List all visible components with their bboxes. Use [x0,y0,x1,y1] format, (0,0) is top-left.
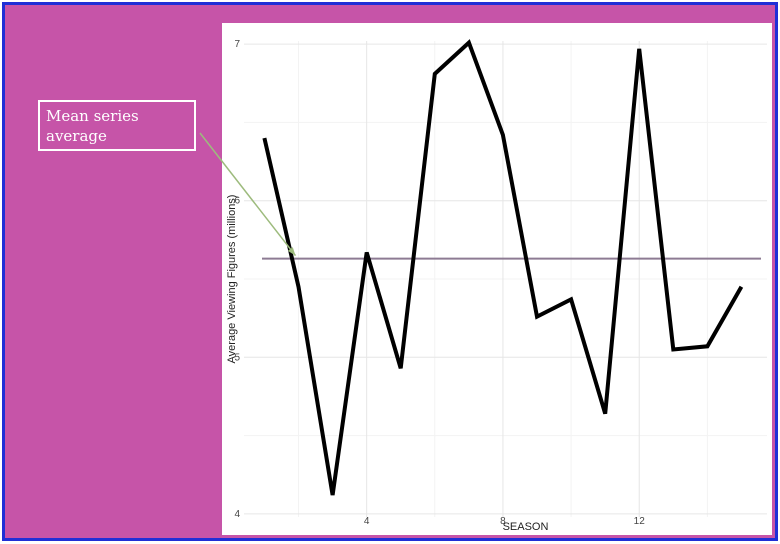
plot-panel: 4 5 6 7 4 8 12 SEASON Average Viewing Figures (m… [222,23,772,535]
x-tick-label: 12 [634,516,646,527]
mean-callout-box: Mean series average [38,100,196,151]
y-tick-label: 5 [234,352,240,363]
line-chart: 4 5 6 7 4 8 12 SEASON Average Viewing Figures (m… [226,39,767,533]
callout-line-2: average [46,127,107,145]
y-tick-label: 7 [234,39,240,50]
callout-line-1: Mean series [46,107,139,125]
y-axis-title: Average Viewing Figures (millions) [226,195,238,364]
callout-arrow [199,132,297,257]
series-line [262,39,744,496]
x-tick-label: 8 [500,516,506,527]
x-tick-label: 4 [364,516,370,527]
arrow-shaft [199,132,297,257]
y-tick-label: 6 [234,196,240,207]
y-tick-label: 4 [234,509,240,520]
x-axis-title: SEASON [503,521,549,533]
arrow-head [287,247,296,256]
